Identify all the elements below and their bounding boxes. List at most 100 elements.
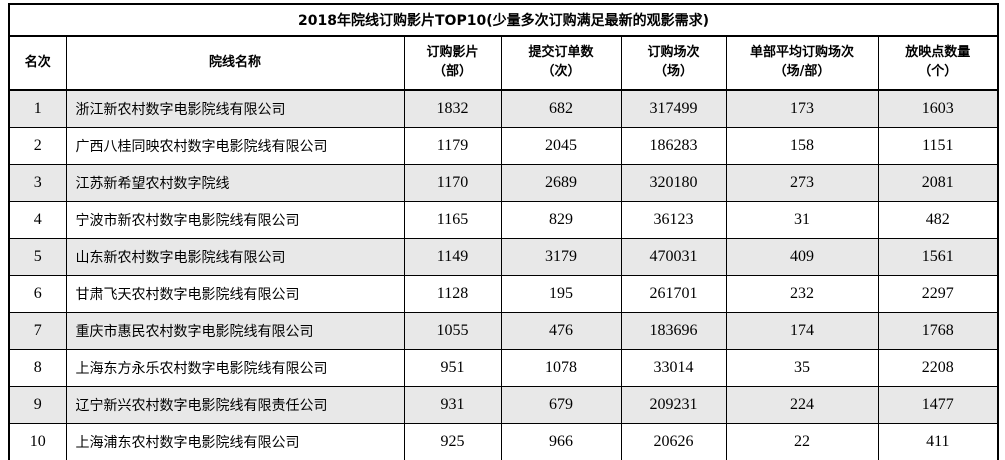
rank-cell: 1 — [8, 89, 67, 128]
header-films: 订购影片 （部） — [403, 35, 502, 91]
points-cell: 1561 — [877, 238, 999, 276]
screenings-cell: 317499 — [620, 89, 727, 128]
points-cell: 2081 — [877, 164, 999, 202]
films-cell: 931 — [403, 386, 502, 424]
films-cell: 1055 — [403, 312, 502, 350]
orders-cell: 476 — [500, 312, 622, 350]
points-cell: 2208 — [877, 349, 999, 387]
table-row: 9 辽宁新兴农村数字电影院线有限责任公司 931 679 209231 224 … — [8, 386, 999, 424]
orders-cell: 195 — [500, 275, 622, 313]
table-row: 4 宁波市新农村数字电影院线有限公司 1165 829 36123 31 482 — [8, 201, 999, 239]
name-cell: 江苏新希望农村数字院线 — [65, 164, 405, 202]
column-title: 订购影片 — [426, 45, 479, 61]
name-cell: 重庆市惠民农村数字电影院线有限公司 — [65, 312, 405, 350]
films-cell: 1149 — [403, 238, 502, 276]
column-title: 院线名称 — [208, 54, 261, 70]
orders-cell: 2045 — [500, 127, 622, 165]
films-cell: 1128 — [403, 275, 502, 313]
screenings-cell: 183696 — [620, 312, 727, 350]
table-row: 1 浙江新农村数字电影院线有限公司 1832 682 317499 173 16… — [8, 89, 999, 128]
rank-cell: 2 — [8, 127, 67, 165]
header-orders: 提交订单数 （次） — [500, 35, 622, 91]
table-title-row: 2018年院线订购影片TOP10(少量多次订购满足最新的观影需求) — [8, 3, 999, 37]
table-title: 2018年院线订购影片TOP10(少量多次订购满足最新的观影需求) — [8, 3, 999, 37]
screenings-cell: 470031 — [620, 238, 727, 276]
points-cell: 1151 — [877, 127, 999, 165]
name-cell: 甘肃飞天农村数字电影院线有限公司 — [65, 275, 405, 313]
name-cell: 宁波市新农村数字电影院线有限公司 — [65, 201, 405, 239]
points-cell: 2297 — [877, 275, 999, 313]
name-cell: 浙江新农村数字电影院线有限公司 — [65, 89, 405, 128]
name-cell: 广西八桂同映农村数字电影院线有限公司 — [65, 127, 405, 165]
avg-per-film-cell: 31 — [725, 201, 879, 239]
screenings-cell: 320180 — [620, 164, 727, 202]
films-cell: 925 — [403, 423, 502, 460]
films-cell: 1165 — [403, 201, 502, 239]
rank-cell: 6 — [8, 275, 67, 313]
rank-cell: 4 — [8, 201, 67, 239]
table-row: 6 甘肃飞天农村数字电影院线有限公司 1128 195 261701 232 2… — [8, 275, 999, 313]
avg-per-film-cell: 22 — [725, 423, 879, 460]
column-title: 单部平均订购场次 — [749, 45, 854, 61]
table-row: 7 重庆市惠民农村数字电影院线有限公司 1055 476 183696 174 … — [8, 312, 999, 350]
table-row: 10 上海浦东农村数字电影院线有限公司 925 966 20626 22 411 — [8, 423, 999, 460]
screenings-cell: 20626 — [620, 423, 727, 460]
column-title: 放映点数量 — [905, 45, 971, 61]
name-cell: 辽宁新兴农村数字电影院线有限责任公司 — [65, 386, 405, 424]
orders-cell: 679 — [500, 386, 622, 424]
orders-cell: 829 — [500, 201, 622, 239]
points-cell: 482 — [877, 201, 999, 239]
table-row: 8 上海东方永乐农村数字电影院线有限公司 951 1078 33014 35 2… — [8, 349, 999, 387]
screenings-cell: 36123 — [620, 201, 727, 239]
avg-per-film-cell: 35 — [725, 349, 879, 387]
orders-cell: 3179 — [500, 238, 622, 276]
column-title: 提交订单数 — [528, 45, 594, 61]
points-cell: 411 — [877, 423, 999, 460]
rank-cell: 5 — [8, 238, 67, 276]
films-cell: 1170 — [403, 164, 502, 202]
rank-cell: 9 — [8, 386, 67, 424]
screenings-cell: 209231 — [620, 386, 727, 424]
table-row: 3 江苏新希望农村数字院线 1170 2689 320180 273 2081 — [8, 164, 999, 202]
points-cell: 1603 — [877, 89, 999, 128]
name-cell: 上海东方永乐农村数字电影院线有限公司 — [65, 349, 405, 387]
films-cell: 951 — [403, 349, 502, 387]
screenings-cell: 186283 — [620, 127, 727, 165]
points-cell: 1477 — [877, 386, 999, 424]
rank-cell: 3 — [8, 164, 67, 202]
name-cell: 上海浦东农村数字电影院线有限公司 — [65, 423, 405, 460]
orders-cell: 1078 — [500, 349, 622, 387]
avg-per-film-cell: 224 — [725, 386, 879, 424]
column-unit: （场/部） — [773, 64, 831, 79]
column-unit: （次） — [541, 64, 581, 79]
films-cell: 1832 — [403, 89, 502, 128]
films-cell: 1179 — [403, 127, 502, 165]
header-rank: 名次 — [8, 35, 67, 91]
table-row: 5 山东新农村数字电影院线有限公司 1149 3179 470031 409 1… — [8, 238, 999, 276]
rank-cell: 7 — [8, 312, 67, 350]
column-title: 订购场次 — [647, 45, 700, 61]
screenings-cell: 261701 — [620, 275, 727, 313]
screenings-cell: 33014 — [620, 349, 727, 387]
column-title: 名次 — [24, 54, 51, 70]
header-avg-per-film: 单部平均订购场次 （场/部） — [725, 35, 879, 91]
column-unit: （场） — [653, 64, 693, 79]
avg-per-film-cell: 273 — [725, 164, 879, 202]
avg-per-film-cell: 158 — [725, 127, 879, 165]
rank-cell: 8 — [8, 349, 67, 387]
orders-cell: 2689 — [500, 164, 622, 202]
rank-cell: 10 — [8, 423, 67, 460]
table-header-row: 名次 院线名称 订购影片 （部） 提交订单数 （次） 订购场次 （场） 单部平均订购场… — [8, 35, 999, 91]
avg-per-film-cell: 173 — [725, 89, 879, 128]
header-points: 放映点数量 （个） — [877, 35, 999, 91]
top10-table: 2018年院线订购影片TOP10(少量多次订购满足最新的观影需求) 名次 院线名… — [8, 3, 1000, 460]
points-cell: 1768 — [877, 312, 999, 350]
column-unit: （部） — [432, 64, 472, 79]
table-row: 2 广西八桂同映农村数字电影院线有限公司 1179 2045 186283 15… — [8, 127, 999, 165]
avg-per-film-cell: 174 — [725, 312, 879, 350]
header-screenings: 订购场次 （场） — [620, 35, 727, 91]
avg-per-film-cell: 409 — [725, 238, 879, 276]
name-cell: 山东新农村数字电影院线有限公司 — [65, 238, 405, 276]
avg-per-film-cell: 232 — [725, 275, 879, 313]
orders-cell: 966 — [500, 423, 622, 460]
